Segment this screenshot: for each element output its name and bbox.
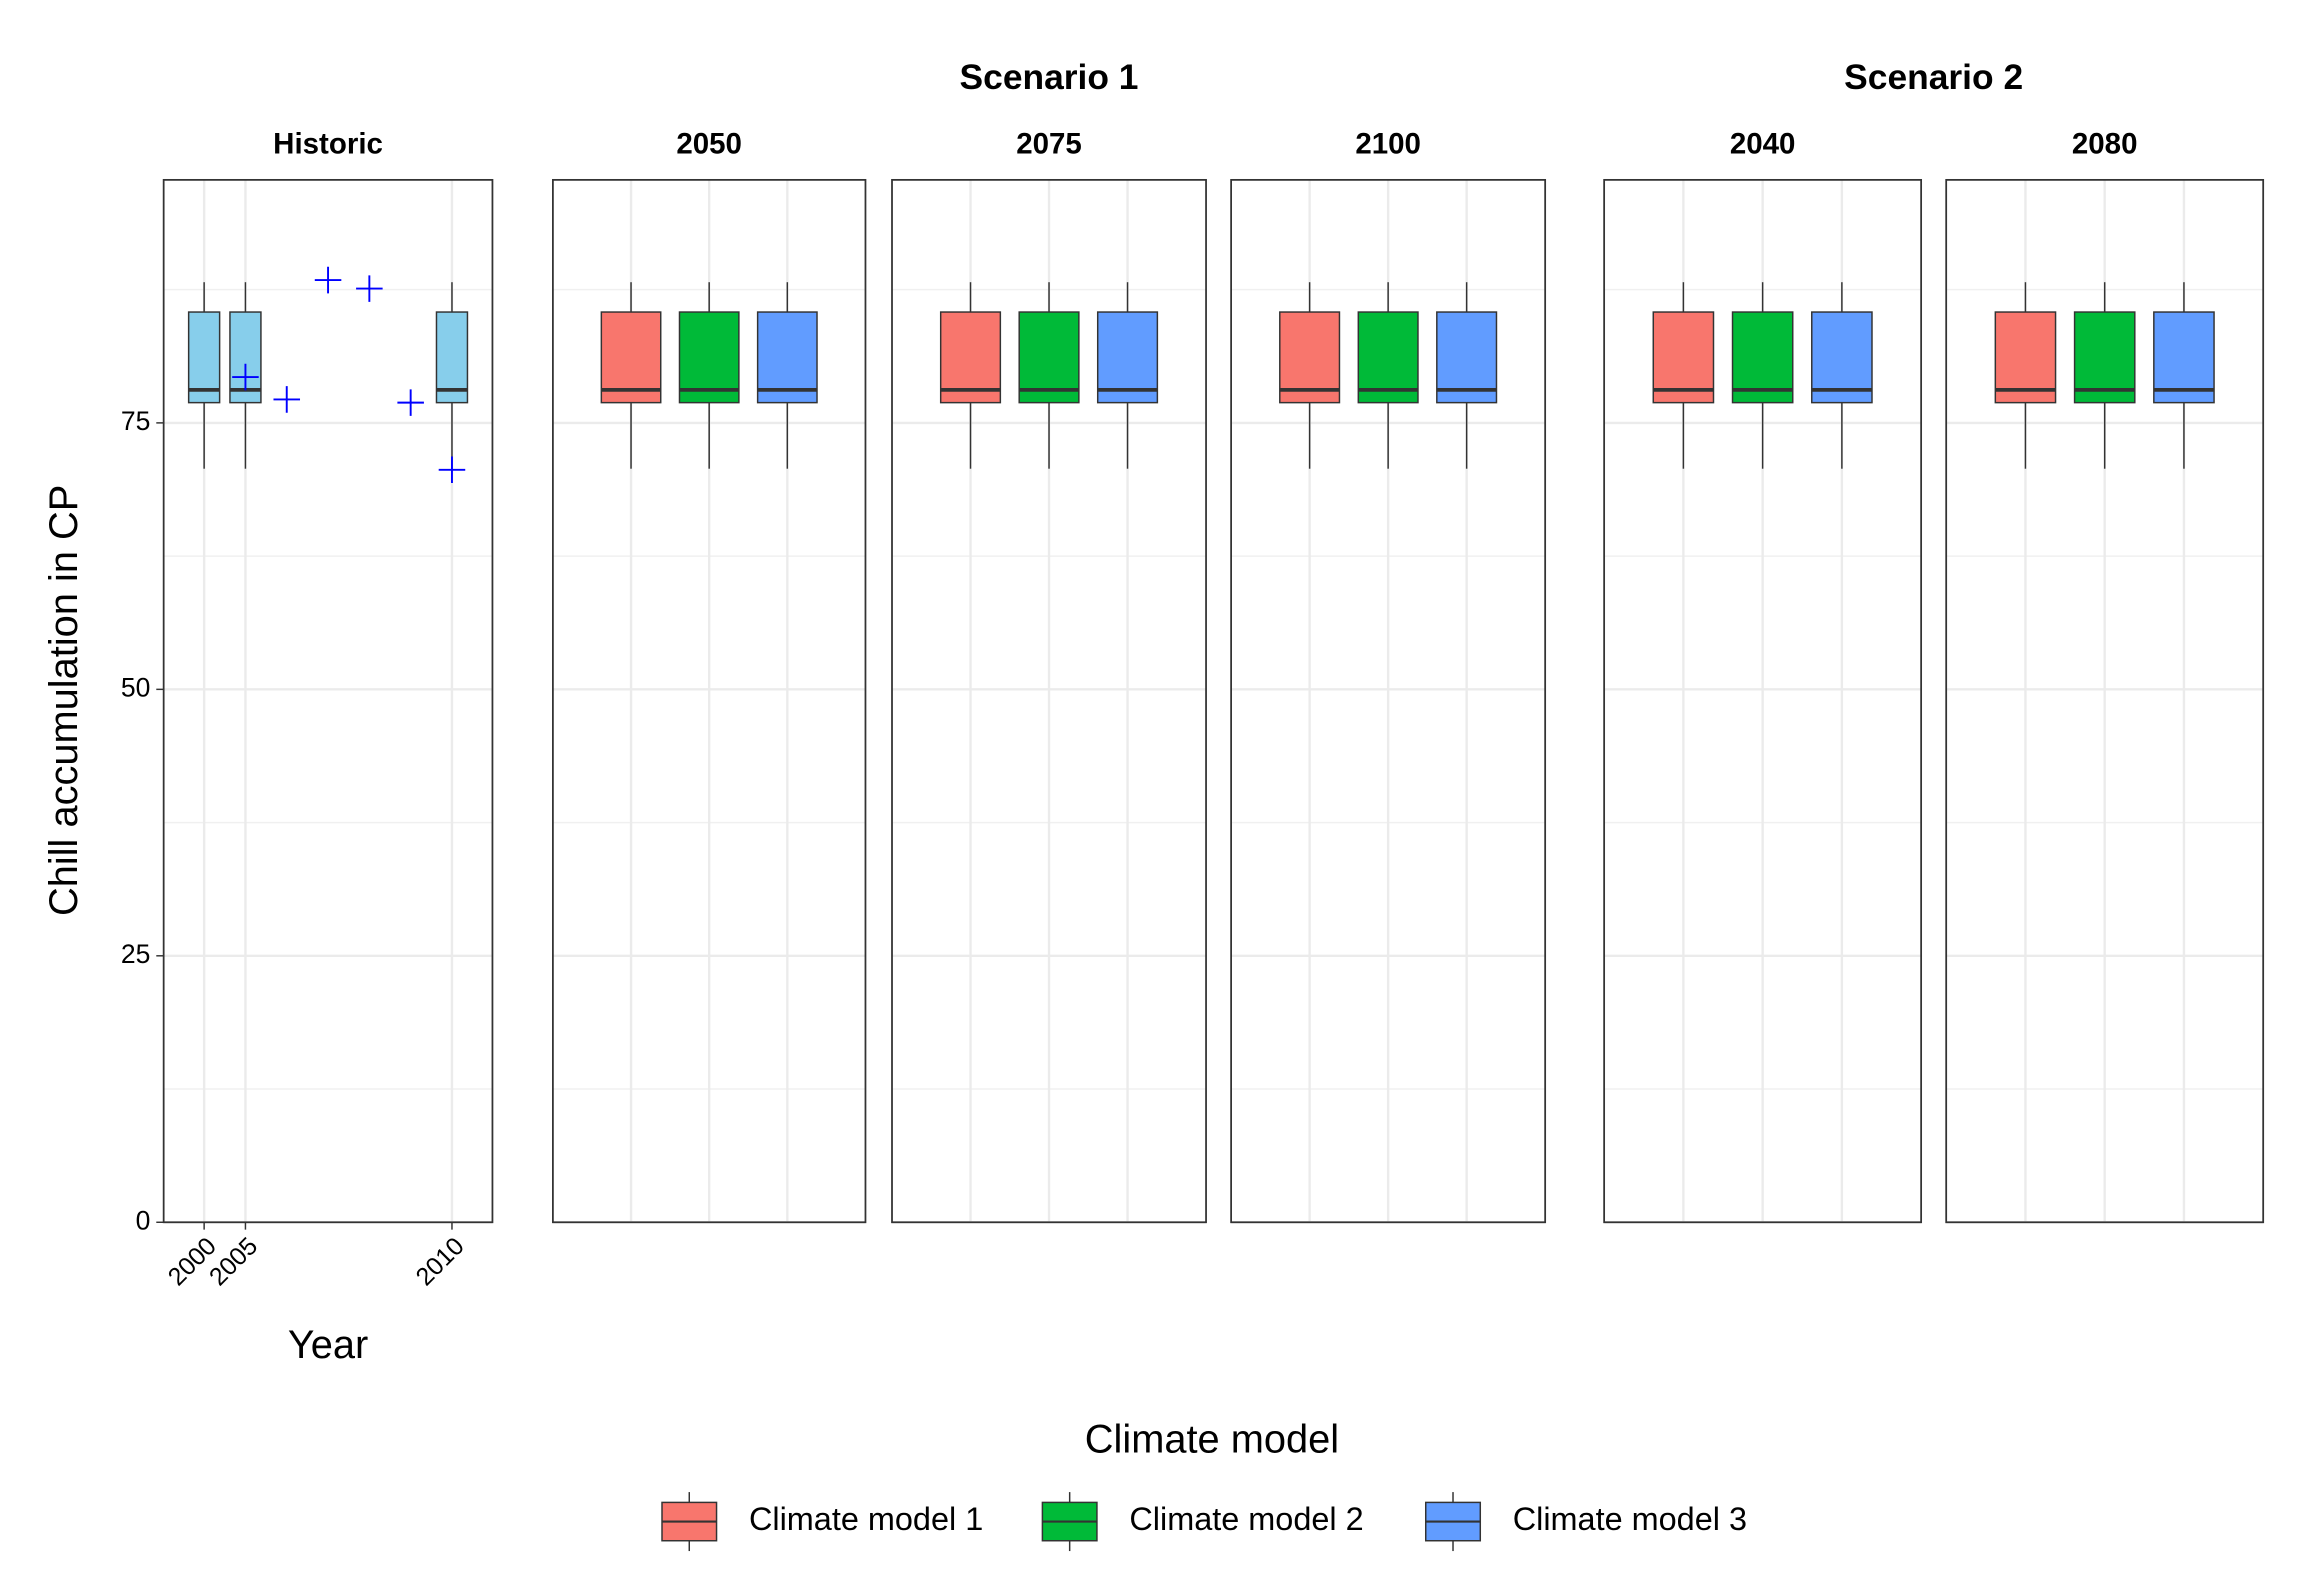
y-axis-title: Chill accumulation in CP xyxy=(42,485,86,916)
box xyxy=(1357,311,1419,404)
panel-border xyxy=(162,178,494,1224)
legend-title: Climate model xyxy=(1085,1417,1339,1461)
box xyxy=(1436,311,1498,404)
x-tick-label: 2010 xyxy=(411,1232,470,1291)
panel-border xyxy=(1230,178,1547,1224)
box xyxy=(1731,311,1794,404)
legend-label: Climate model 2 xyxy=(1129,1501,1363,1537)
box xyxy=(1279,311,1341,404)
panel-border xyxy=(552,178,867,1224)
box xyxy=(1652,311,1715,404)
legend-label: Climate model 3 xyxy=(1513,1501,1747,1537)
y-tick-label: 0 xyxy=(136,1205,151,1235)
panel-border xyxy=(1945,178,2265,1224)
box xyxy=(678,311,740,404)
facet-label: 2075 xyxy=(1016,128,1082,161)
facet-label: 2100 xyxy=(1355,128,1421,161)
box xyxy=(2153,311,2215,404)
facet-label: 2080 xyxy=(2072,128,2138,161)
facet-label: Historic xyxy=(273,128,383,161)
box xyxy=(1994,311,2057,404)
box xyxy=(187,311,221,404)
scenario-label: Scenario 1 xyxy=(960,58,1139,97)
y-tick-label: 25 xyxy=(121,939,151,969)
x-tick-label: 2005 xyxy=(204,1232,263,1291)
facet-label: 2050 xyxy=(676,128,742,161)
facet-label: 2040 xyxy=(1730,128,1796,161)
point xyxy=(273,386,301,413)
box xyxy=(1811,311,1873,404)
legend-label: Climate model 1 xyxy=(749,1501,983,1537)
box xyxy=(600,311,662,404)
x-axis-title: Year xyxy=(288,1323,368,1367)
y-tick-label: 75 xyxy=(121,406,151,436)
box xyxy=(939,311,1002,404)
box xyxy=(1096,311,1159,404)
point xyxy=(397,389,424,416)
box xyxy=(1018,311,1080,404)
y-tick-label: 50 xyxy=(121,672,151,702)
box xyxy=(2073,311,2136,404)
point xyxy=(232,363,259,391)
box xyxy=(435,311,469,404)
panel-border xyxy=(1603,178,1923,1224)
panel-border xyxy=(891,178,1207,1224)
box xyxy=(756,311,818,404)
scenario-label: Scenario 2 xyxy=(1844,58,2023,97)
point xyxy=(356,275,383,302)
point xyxy=(438,456,466,484)
point xyxy=(314,266,342,294)
